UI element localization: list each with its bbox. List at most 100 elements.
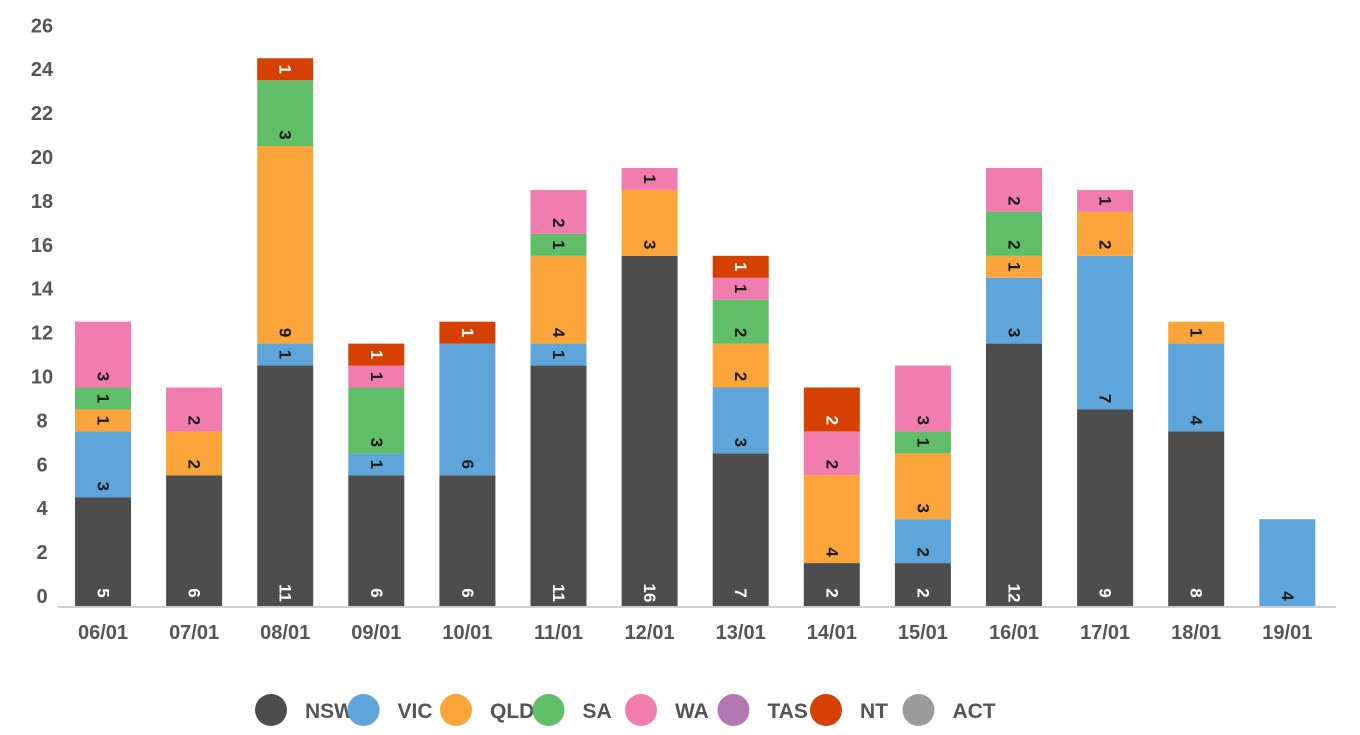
legend-item-nsw[interactable]: NSW — [255, 694, 354, 726]
legend-item-act[interactable]: ACT — [902, 694, 996, 726]
legend-item-sa[interactable]: SA — [532, 694, 612, 726]
bar-segment-wa — [348, 365, 405, 388]
data-label: 2 — [822, 460, 841, 469]
bar-segment-nt — [712, 255, 769, 278]
data-label: 2 — [185, 416, 204, 425]
data-label: 3 — [640, 240, 659, 249]
bar-stack: 4 — [1259, 519, 1316, 607]
bar-segment-vic — [257, 343, 314, 366]
legend-item-vic[interactable]: VIC — [347, 694, 433, 726]
x-tick-label: 06/01 — [78, 622, 128, 644]
x-tick-label: 14/01 — [807, 622, 857, 644]
data-label: 4 — [549, 328, 568, 338]
legend-swatch — [625, 694, 657, 726]
bar-segment-wa — [166, 387, 223, 432]
bar-segment-wa — [986, 168, 1042, 212]
bar-segment-sa — [75, 387, 131, 410]
data-label: 3 — [731, 438, 750, 447]
bar-segment-nt — [257, 58, 314, 81]
bar-segment-nsw — [166, 475, 223, 607]
bar-segment-vic — [75, 431, 131, 498]
legend-item-wa[interactable]: WA — [625, 694, 709, 726]
data-label: 3 — [276, 130, 295, 139]
bar-segment-sa — [712, 299, 769, 344]
bar-segment-vic — [712, 387, 769, 454]
bar-segment-qld — [621, 189, 678, 256]
bar-stack: 2 2 3 1 3 — [894, 365, 951, 607]
bar-segment-wa — [621, 168, 678, 190]
data-label: 1 — [549, 240, 568, 249]
y-tick-label: 24 — [31, 59, 54, 81]
data-label: 6 — [367, 588, 386, 597]
legend-label: ACT — [953, 700, 996, 723]
data-label: 2 — [1096, 240, 1115, 249]
data-label: 7 — [1096, 394, 1115, 403]
bar-segment-nsw — [348, 475, 405, 607]
data-label: 1 — [367, 350, 386, 359]
bar-segment-vic — [348, 453, 405, 476]
bar-stack: 9 7 2 1 — [1077, 189, 1134, 607]
bar-segment-nt — [348, 343, 405, 366]
x-tick-label: 11/01 — [534, 622, 583, 644]
data-label: 3 — [1005, 328, 1024, 337]
bar-stack: 8 4 1 — [1168, 321, 1225, 607]
data-label: 4 — [1278, 591, 1297, 601]
data-label: 1 — [913, 438, 932, 447]
legend-swatch — [902, 694, 935, 726]
legend-item-qld[interactable]: QLD — [440, 694, 534, 726]
bar-segment-sa — [894, 431, 951, 454]
bar-segment-nsw — [621, 255, 678, 608]
y-tick-label: 0 — [36, 586, 47, 608]
bar-segment-vic — [439, 343, 496, 476]
legend-item-nt[interactable]: NT — [810, 694, 888, 726]
bar-segment-vic — [1259, 519, 1316, 607]
x-tick-label: 09/01 — [351, 622, 401, 644]
legend-swatch — [347, 694, 380, 726]
data-label: 6 — [458, 460, 477, 469]
y-tick-label: 10 — [31, 367, 53, 389]
bar-segment-sa — [986, 211, 1042, 256]
bar-segment-nsw — [1077, 409, 1134, 607]
data-label: 4 — [822, 547, 841, 557]
bar-segment-qld — [1077, 211, 1134, 256]
data-label: 9 — [1096, 588, 1115, 597]
y-tick-label: 20 — [31, 147, 53, 169]
bar-segment-qld — [803, 475, 860, 564]
legend-label: NSW — [305, 700, 354, 723]
data-label: 1 — [367, 460, 386, 469]
bar-segment-wa — [530, 189, 587, 234]
data-label: 3 — [913, 503, 932, 512]
data-label: 16 — [640, 584, 659, 603]
legend-label: VIC — [398, 700, 433, 723]
data-label: 1 — [94, 394, 113, 403]
data-label: 1 — [276, 350, 295, 359]
bar-segment-nsw — [439, 475, 496, 607]
data-label: 2 — [549, 218, 568, 227]
y-tick-label: 26 — [31, 15, 53, 37]
legend-swatch — [440, 694, 472, 726]
bar-segment-sa — [257, 80, 314, 147]
bar-segment-nt — [803, 387, 860, 432]
data-label: 1 — [1005, 262, 1024, 271]
bar-segment-qld — [894, 453, 951, 520]
legend-item-tas[interactable]: TAS — [717, 694, 808, 726]
bar-stack: 6 6 1 — [439, 321, 496, 607]
y-tick-label: 16 — [31, 235, 53, 257]
data-label: 2 — [185, 460, 204, 469]
data-label: 2 — [913, 547, 932, 556]
bar-segment-qld — [75, 409, 131, 432]
data-label: 2 — [822, 416, 841, 425]
data-label: 4 — [1187, 416, 1206, 426]
data-label: 2 — [1005, 240, 1024, 249]
bar-segment-nsw — [75, 497, 131, 607]
bar-segment-qld — [166, 431, 223, 476]
data-label: 1 — [94, 416, 113, 425]
bar-segment-qld — [986, 255, 1042, 278]
bar-stacks: 5311362211193161311661111412163173221124… — [75, 58, 1316, 608]
bar-segment-wa — [75, 321, 131, 388]
data-label: 1 — [731, 262, 750, 271]
